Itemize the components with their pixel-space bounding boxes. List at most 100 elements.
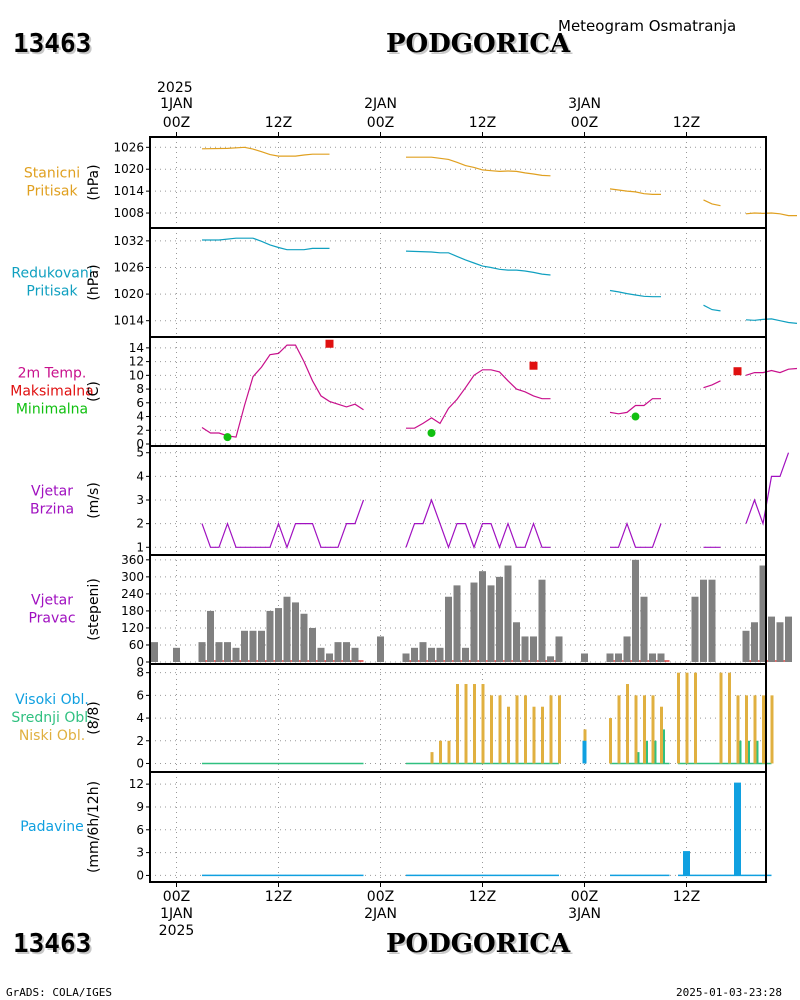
wind-direction-bar — [538, 579, 546, 662]
bottom-time-label: 2025 — [159, 923, 195, 939]
y-tick-label: 12 — [129, 777, 144, 791]
y-tick-label: 360 — [121, 553, 144, 567]
high-cloud-bar — [582, 740, 587, 764]
wind-direction-bar — [351, 647, 359, 662]
series-line — [745, 452, 790, 526]
wind-direction-bar — [742, 630, 750, 662]
wind-direction-bar — [547, 656, 554, 662]
footer-station-id: 13463 — [13, 929, 91, 959]
low-cloud-bar — [753, 695, 757, 764]
precip-bar — [734, 782, 741, 876]
panel-wind-speed: 1 2 3 4 5 Vjetar Brzina (m/s) — [30, 445, 790, 556]
wind-direction-bar — [785, 616, 792, 662]
panel-label: Pritisak — [26, 284, 78, 300]
y-tick-label: 2 — [136, 423, 144, 437]
y-tick-label: 1020 — [113, 287, 144, 301]
series-line — [202, 237, 330, 251]
y-tick-label: 1014 — [113, 184, 144, 198]
y-tick-label: 1 — [136, 540, 144, 554]
wind-direction-bar — [615, 653, 622, 662]
top-year-label: 2025 — [157, 80, 193, 96]
series-line — [201, 499, 365, 550]
top-time-label: 12Z — [469, 115, 496, 131]
series-line — [745, 212, 797, 217]
low-cloud-bar — [524, 695, 527, 764]
low-cloud-bar — [473, 684, 476, 764]
y-tick-label: 1008 — [113, 206, 144, 220]
series-line — [703, 380, 721, 389]
panel-label: 2m Temp. — [18, 366, 87, 382]
panel-label: Redukovani — [11, 266, 92, 282]
panel-unit: (m/s) — [86, 482, 102, 519]
wind-direction-bar — [292, 602, 299, 662]
wind-direction-bar — [479, 571, 486, 662]
low-cloud-bar — [447, 740, 451, 764]
low-cloud-bar — [490, 695, 493, 764]
panel-label: Visoki Obl. — [15, 692, 89, 708]
low-cloud-bar — [430, 752, 434, 764]
low-cloud-bar — [634, 695, 638, 764]
wind-direction-bar — [606, 653, 614, 662]
series-line — [406, 156, 551, 177]
y-tick-label: 14 — [129, 341, 144, 355]
panel-wind-direction: 0 60 120 180 240 300 360 Vjetar Pravac (stepeni) — [28, 553, 792, 669]
y-tick-label: 5 — [136, 446, 144, 460]
wind-direction-bar — [241, 630, 248, 662]
low-cloud-bar — [481, 684, 485, 764]
series-line — [405, 498, 551, 550]
low-cloud-bar — [558, 695, 561, 764]
wind-direction-bar — [419, 642, 427, 662]
footer-station-name-shadow: PODGORICA — [388, 931, 573, 961]
panel-frame — [149, 771, 767, 883]
low-cloud-bar — [762, 695, 765, 764]
y-tick-label: 10 — [129, 368, 144, 382]
panel-label: Pritisak — [26, 184, 78, 200]
panel-label: Brzina — [30, 502, 74, 518]
y-tick-label: 1026 — [113, 140, 144, 154]
top-time-label: 12Z — [265, 115, 292, 131]
wind-direction-bar — [198, 642, 206, 662]
mid-cloud-bar — [646, 740, 648, 764]
y-tick-label: 60 — [129, 638, 144, 652]
y-tick-label: 180 — [121, 604, 144, 618]
panel-label: Vjetar — [31, 593, 73, 609]
wind-direction-bar — [224, 642, 231, 662]
panel-reduced-pressure: 1014 1020 1026 1032 Redukovani Pritisak (hPa) — [11, 227, 798, 338]
wind-direction-bar — [258, 630, 265, 662]
station-id: 13463 — [13, 29, 91, 59]
low-cloud-bar — [685, 672, 689, 764]
station-name: PODGORICA — [386, 29, 571, 59]
low-cloud-bar — [694, 672, 697, 764]
top-time-label: 2JAN — [364, 96, 397, 112]
low-cloud-bar — [456, 684, 459, 764]
panel-label: Vjetar — [31, 484, 73, 500]
y-tick-label: 12 — [129, 355, 144, 369]
y-tick-label: 4 — [136, 469, 144, 483]
wind-direction-bar — [151, 642, 158, 662]
y-tick-label: 6 — [136, 823, 144, 837]
wind-direction-bar — [504, 565, 512, 662]
top-time-label: 00Z — [367, 115, 394, 131]
wind-direction-bar — [317, 647, 325, 662]
mid-cloud-bar — [739, 740, 742, 764]
footer-timestamp: 2025-01-03-23:28 — [676, 986, 782, 999]
bottom-time-label: 3JAN — [568, 906, 601, 922]
wind-direction-bar — [300, 613, 308, 662]
y-tick-label: 3 — [136, 846, 144, 860]
y-tick-label: 4 — [136, 711, 144, 725]
wind-direction-bar — [623, 636, 631, 662]
y-tick-label: 2 — [136, 517, 144, 531]
wind-direction-bar — [640, 596, 648, 662]
wind-direction-bar — [632, 559, 639, 662]
mid-cloud-bar — [748, 740, 750, 764]
wind-direction-bar — [657, 653, 665, 662]
bottom-time-label: 2JAN — [364, 906, 397, 922]
wind-direction-bar — [487, 585, 495, 662]
low-cloud-bar — [770, 695, 774, 764]
bottom-time-label: 00Z — [571, 889, 598, 905]
panel-frame — [149, 136, 767, 229]
series-line — [609, 289, 661, 298]
bottom-time-label: 12Z — [469, 889, 496, 905]
wind-direction-bar — [521, 636, 529, 662]
precip-bar — [683, 851, 690, 876]
